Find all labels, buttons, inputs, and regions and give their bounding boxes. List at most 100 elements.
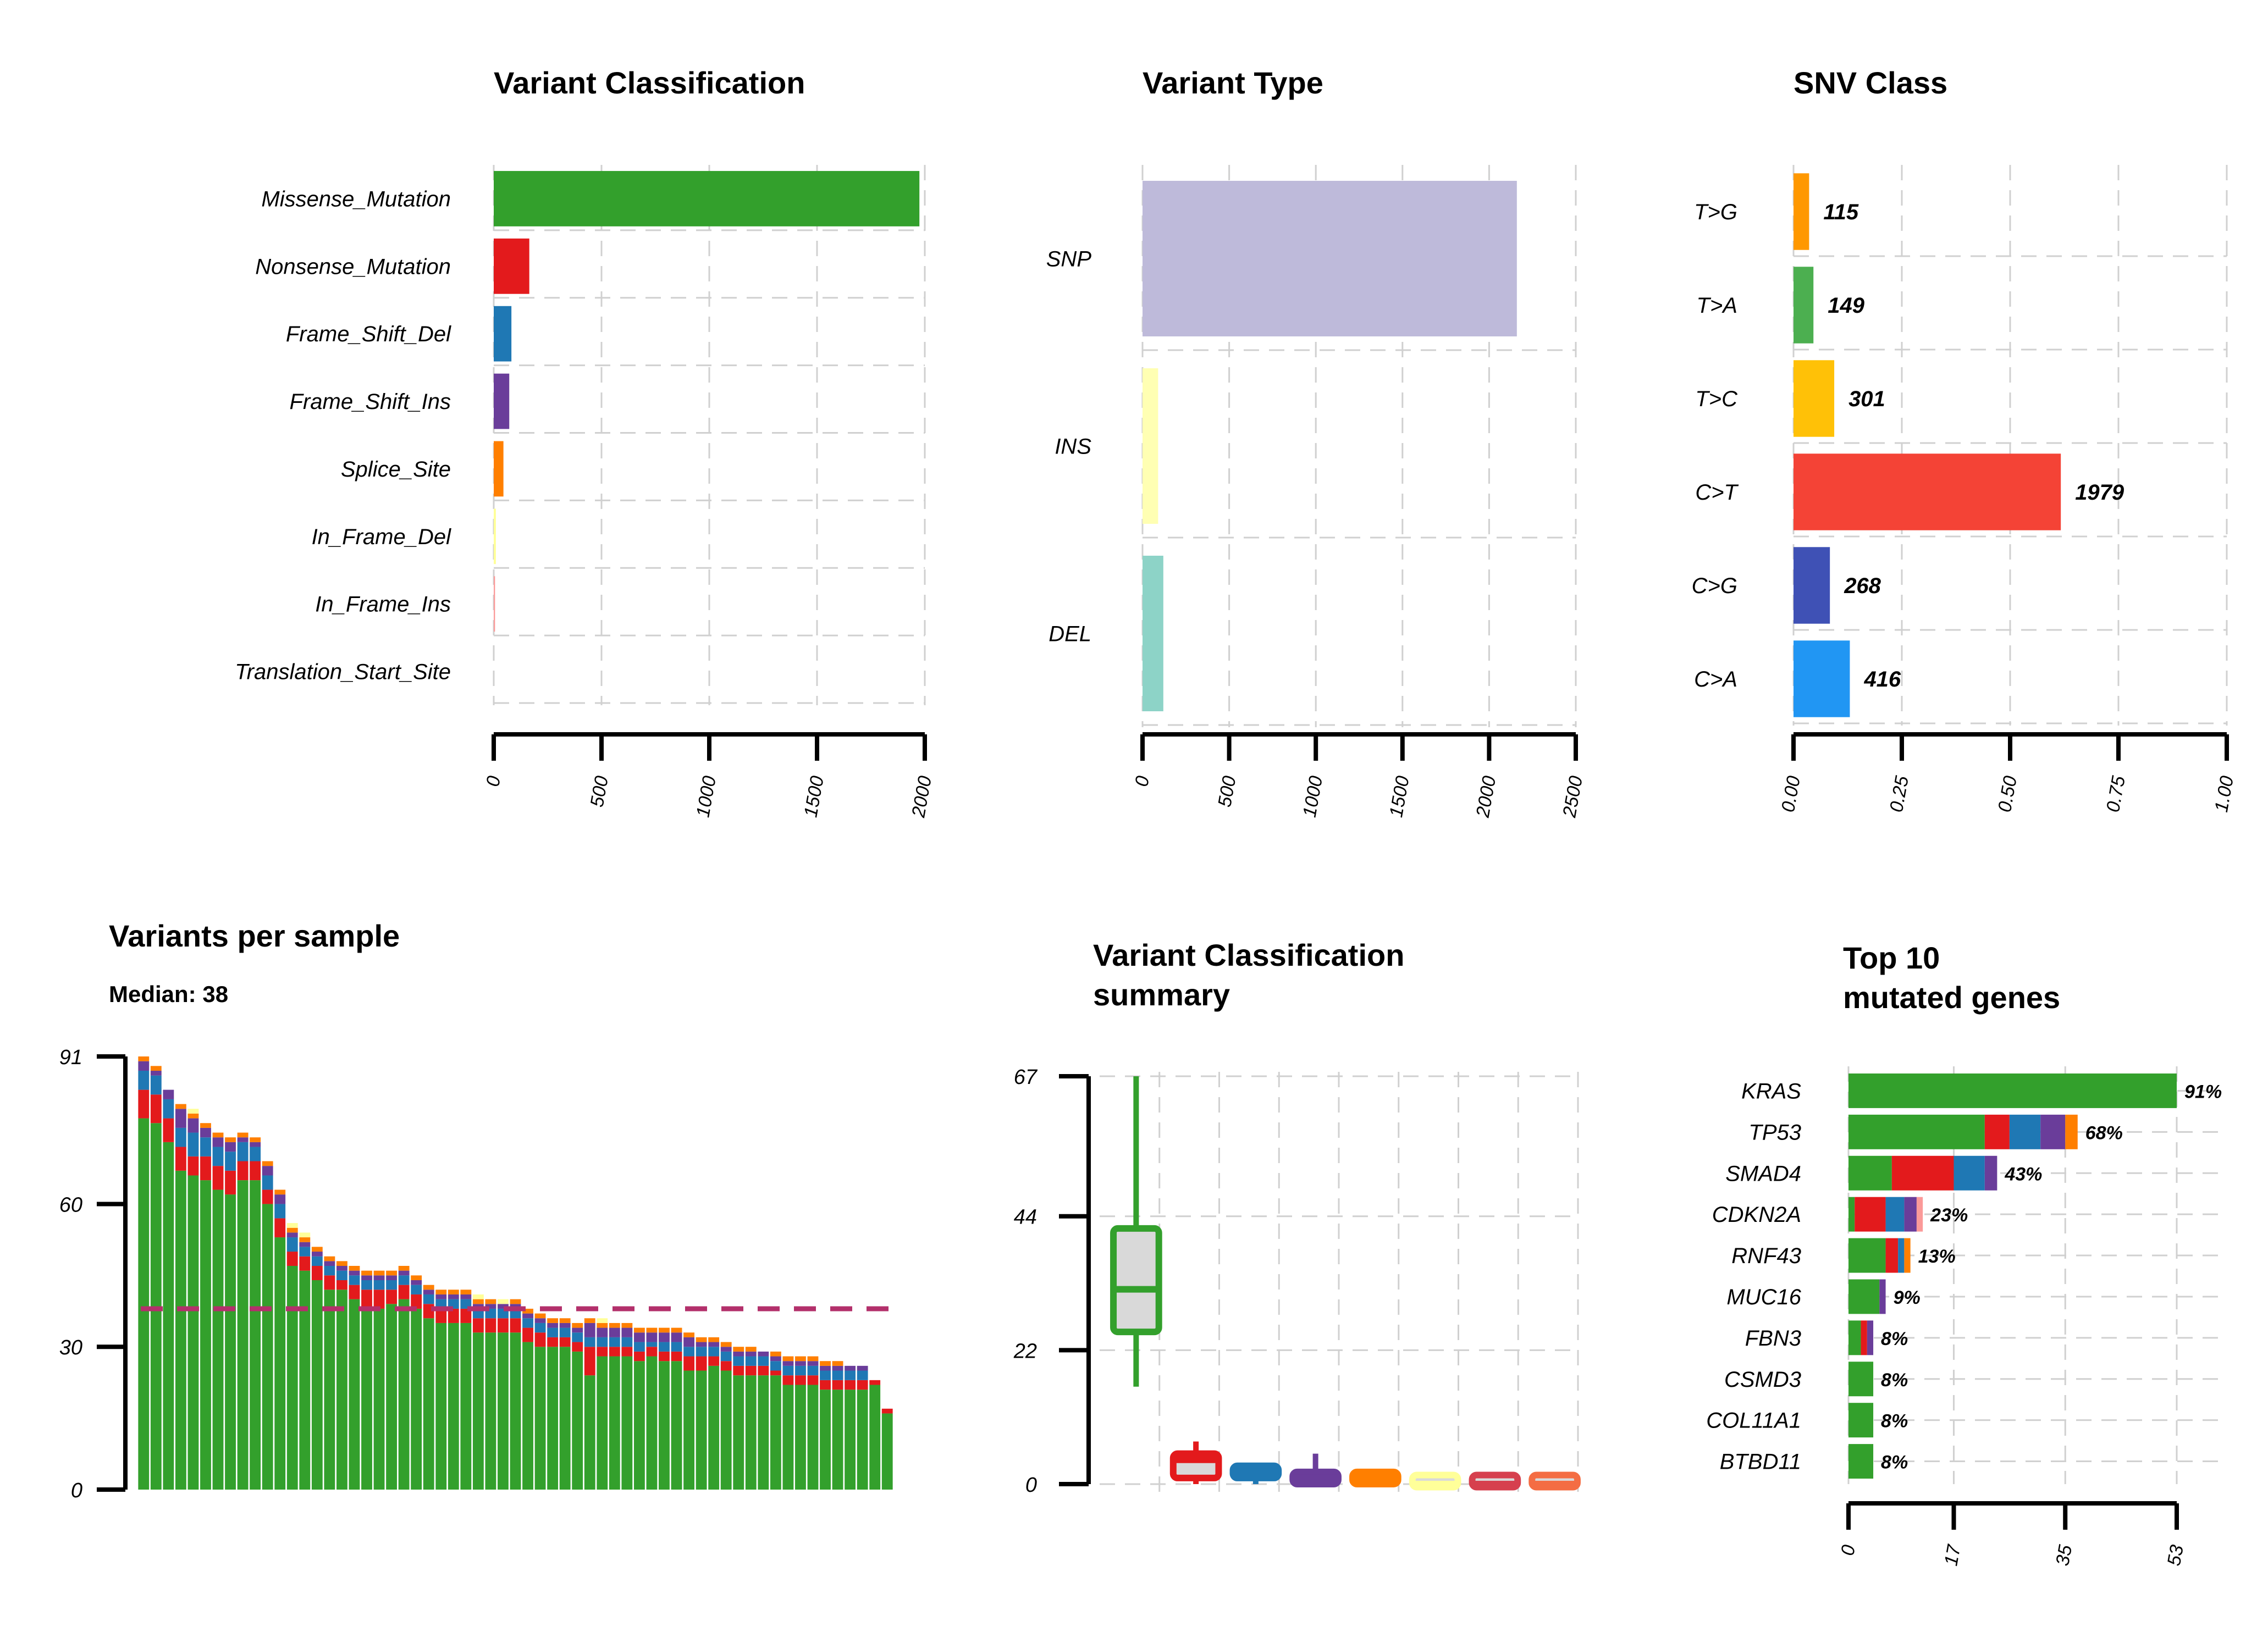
bar-segment-frame-shift-del [609,1337,620,1347]
y-tick-label: 0 [71,1479,82,1502]
bar-del [1143,555,1163,712]
percent-label: 91% [2184,1081,2222,1102]
bar-segment-nonsense-mutation [274,1218,286,1238]
bar-segment-splice-site [795,1356,806,1362]
gene-label: MUC16 [1726,1285,1801,1309]
gene-label: COL11A1 [1706,1409,1801,1433]
bar-segment-missense-mutation [460,1322,472,1490]
chart-title: Variant Type [1143,65,1323,100]
bar-segment-frame-shift-ins [646,1332,658,1342]
y-tick-label: 30 [59,1336,82,1359]
value-label: 416 [1863,667,1901,691]
bar-segment-frame-shift-del [522,1318,533,1328]
bar-splice-site [494,441,504,497]
bar-segment-missense-mutation [522,1342,533,1490]
bar-segment-missense-mutation [1848,1403,1874,1438]
bar-segment-frame-shift-del [559,1327,571,1337]
bar-segment-missense-mutation [683,1370,694,1490]
bar-segment-nonsense-mutation [212,1166,224,1190]
bar-segment-frame-shift-ins [225,1142,236,1152]
x-tick-label: 2500 [1559,774,1587,820]
bar-segment-splice-site [138,1056,150,1061]
bar-segment-frame-shift-ins [559,1322,571,1328]
bar-segment-frame-shift-del [547,1327,559,1337]
gene-label: TP53 [1748,1120,1801,1144]
bar-segment-frame-shift-ins [349,1270,360,1276]
category-label: Frame_Shift_Ins [290,390,451,414]
x-tick-label: 500 [1214,774,1240,809]
bar-segment-nonsense-mutation [324,1275,335,1290]
bar-segment-nonsense-mutation [250,1161,261,1181]
bar-segment-missense-mutation [373,1308,385,1490]
variant-type-panel: Variant Type SNP INS DEL 0 500 1000 1500 2000 250… [1046,65,1587,820]
bar-segment-nonsense-mutation [869,1380,881,1385]
bar-segment-missense-mutation [1848,1114,1985,1149]
bar-frame-shift-ins [494,373,510,429]
bar-segment-frame-shift-ins [250,1142,261,1147]
bar-segment-splice-site [212,1132,224,1138]
category-label: Missense_Mutation [261,187,451,211]
bar-segment-frame-shift-ins [411,1280,422,1285]
bar-segment-splice-site [274,1189,286,1195]
bar-segment-nonsense-mutation [671,1351,682,1362]
bar-segment-in-frame-del [498,1299,509,1304]
bar-segment-frame-shift-ins [820,1365,831,1371]
category-label: Translation_Start_Site [235,660,451,684]
category-label: T>A [1697,294,1737,318]
bar-segment-splice-site [534,1313,546,1319]
bar-segment-missense-mutation [696,1370,707,1490]
bar-segment-missense-mutation [646,1356,658,1490]
x-tick-label: 0 [1837,1543,1859,1557]
snv-class-panel: SNV Class T>G 115 T>A 149 T>C 301 C>T 1979 C>G 268… [1692,65,2238,814]
bar-segment-splice-site [584,1318,595,1323]
bar-segment-splice-site [770,1351,781,1357]
bar-segment-missense-mutation [237,1180,249,1490]
bar-segment-frame-shift-del [845,1370,856,1380]
bar-segment-frame-shift-del [1898,1238,1905,1273]
bar-segment-splice-site [373,1270,385,1276]
bar-segment-frame-shift-ins [175,1109,186,1128]
bar-segment-frame-shift-ins [398,1270,410,1276]
bar-segment-frame-shift-del [671,1342,682,1352]
bar-segment-splice-site [683,1332,694,1337]
bar-segment-frame-shift-ins [671,1332,682,1342]
bar-segment-frame-shift-del [782,1365,794,1376]
bar-segment-nonsense-mutation [633,1351,645,1362]
x-tick-label: 17 [1940,1543,1965,1568]
bar-segment-frame-shift-ins [733,1351,744,1357]
bar-segment-missense-mutation [200,1180,211,1490]
bar-segment-frame-shift-ins [336,1266,347,1271]
bar-segment-frame-shift-ins [187,1118,199,1133]
percent-label: 8% [1881,1411,1908,1432]
bar-segment-frame-shift-ins [498,1304,509,1309]
y-tick-label: 91 [59,1046,82,1069]
x-tick-label: 0.50 [1994,774,2021,814]
bar-segment-missense-mutation [720,1370,732,1490]
bar-segment-missense-mutation [349,1299,360,1490]
bar-segment-missense-mutation [1848,1197,1855,1232]
bar-segment-missense-mutation [1848,1155,1892,1191]
bar-segment-nonsense-mutation [286,1252,298,1266]
bar-segment-frame-shift-ins [522,1313,533,1319]
bar-segment-nonsense-mutation [1861,1320,1867,1355]
bar-segment-frame-shift-ins [485,1304,496,1309]
chart-title: mutated genes [1843,980,2060,1015]
bar-segment-nonsense-mutation [460,1308,472,1323]
bar-segment-splice-site [472,1299,484,1304]
bar-segment-splice-site [460,1290,472,1294]
x-tick-label: 500 [587,774,612,809]
bar-segment-frame-shift-del [163,1099,174,1119]
bar-segment-nonsense-mutation [200,1156,211,1181]
bar-segment-missense-mutation [225,1194,236,1490]
gene-label: CSMD3 [1724,1368,1801,1392]
bar-segment-splice-site [448,1290,459,1294]
bar-segment-splice-site [597,1322,608,1328]
x-tick-label: 0 [482,774,505,788]
bar-segment-splice-site [696,1337,707,1342]
bar-segment-nonsense-mutation [398,1285,410,1299]
bar-segment-missense-mutation [572,1351,583,1490]
bar-segment-splice-site [671,1327,682,1333]
percent-label: 8% [1881,1452,1908,1473]
bar-segment-splice-site [324,1256,335,1261]
bar-segment-nonsense-mutation [597,1347,608,1357]
